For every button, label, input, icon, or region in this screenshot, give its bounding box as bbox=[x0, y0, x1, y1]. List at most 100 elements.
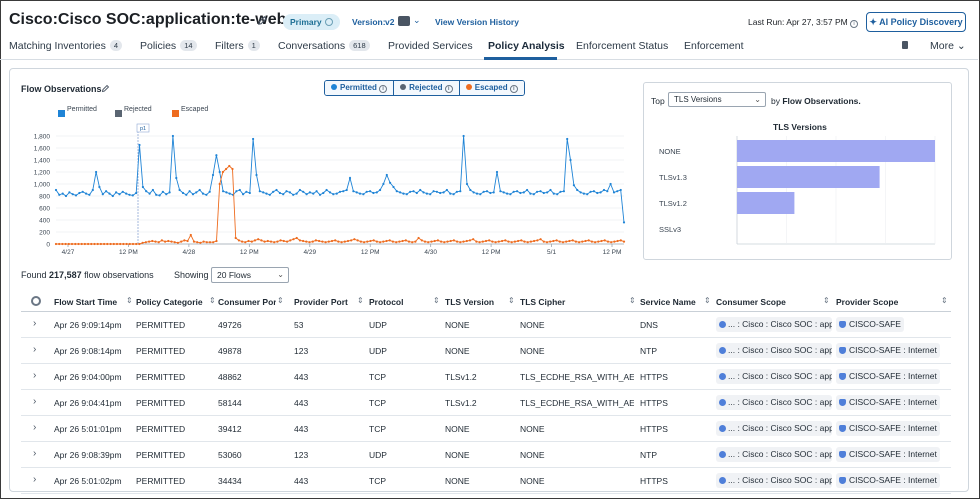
data-point-permitted[interactable] bbox=[131, 194, 134, 197]
data-point-permitted[interactable] bbox=[225, 191, 228, 194]
data-point-escaped[interactable] bbox=[478, 241, 481, 244]
consumer-scope-chip[interactable]: ... : Cisco : Cisco SOC : appl bbox=[716, 473, 832, 488]
data-point-escaped[interactable] bbox=[497, 240, 500, 243]
data-point-escaped[interactable] bbox=[552, 239, 555, 243]
sort-icon[interactable]: ⇕ bbox=[433, 296, 440, 305]
data-point-escaped[interactable] bbox=[391, 240, 394, 243]
data-point-escaped[interactable] bbox=[176, 241, 179, 244]
data-point-permitted[interactable] bbox=[532, 193, 535, 196]
data-point-permitted[interactable] bbox=[312, 192, 315, 195]
data-point-permitted[interactable] bbox=[599, 191, 602, 194]
data-point-permitted[interactable] bbox=[539, 190, 542, 193]
sort-icon[interactable]: ⇕ bbox=[704, 296, 711, 305]
col-tls-cipher[interactable]: TLS Cipher bbox=[520, 297, 566, 307]
data-point-permitted[interactable] bbox=[409, 190, 412, 193]
data-point-escaped[interactable] bbox=[131, 242, 135, 246]
data-point-escaped[interactable] bbox=[221, 170, 224, 174]
chevron-right-icon[interactable]: › bbox=[33, 474, 37, 485]
lock-icon[interactable] bbox=[902, 41, 908, 49]
col-flow-start-time[interactable]: Flow Start Time bbox=[54, 297, 118, 307]
data-point-permitted[interactable] bbox=[201, 192, 205, 195]
data-point-permitted[interactable] bbox=[536, 190, 539, 193]
data-point-permitted[interactable] bbox=[302, 190, 305, 193]
data-point-escaped[interactable] bbox=[606, 240, 610, 243]
data-point-permitted[interactable] bbox=[78, 191, 81, 195]
data-point-escaped[interactable] bbox=[600, 239, 603, 243]
data-point-escaped[interactable] bbox=[218, 182, 221, 186]
data-point-permitted[interactable] bbox=[375, 191, 378, 194]
data-point-permitted[interactable] bbox=[392, 185, 395, 189]
data-point-permitted[interactable] bbox=[586, 193, 589, 196]
info-icon[interactable]: i bbox=[509, 85, 518, 93]
data-point-permitted[interactable] bbox=[369, 190, 372, 193]
data-point-escaped[interactable] bbox=[298, 239, 301, 242]
data-point-escaped[interactable] bbox=[282, 239, 285, 243]
data-point-escaped[interactable] bbox=[330, 239, 334, 243]
data-point-escaped[interactable] bbox=[180, 240, 183, 243]
data-point-permitted[interactable] bbox=[208, 190, 211, 193]
consumer-scope-chip[interactable]: ... : Cisco : Cisco SOC : appl bbox=[716, 421, 832, 436]
data-point-escaped[interactable] bbox=[266, 239, 269, 243]
data-point-permitted[interactable] bbox=[161, 190, 164, 193]
data-point-escaped[interactable] bbox=[584, 239, 587, 243]
bar-tlsv1-2[interactable] bbox=[737, 192, 795, 214]
data-point-escaped[interactable] bbox=[93, 242, 96, 246]
data-point-escaped[interactable] bbox=[427, 241, 430, 244]
table-row[interactable]: › Apr 26 9:08:14pm PERMITTED 49878 123 UDP NON… bbox=[21, 338, 951, 364]
data-point-escaped[interactable] bbox=[510, 241, 513, 244]
data-point-permitted[interactable] bbox=[165, 193, 168, 196]
data-point-permitted[interactable] bbox=[542, 191, 545, 195]
data-point-escaped[interactable] bbox=[395, 241, 398, 244]
data-point-escaped[interactable] bbox=[157, 241, 160, 244]
data-point-permitted[interactable] bbox=[245, 190, 248, 193]
data-point-permitted[interactable] bbox=[372, 191, 375, 195]
data-point-permitted[interactable] bbox=[125, 192, 128, 195]
data-point-escaped[interactable] bbox=[212, 241, 215, 244]
data-point-permitted[interactable] bbox=[425, 192, 428, 195]
data-point-permitted[interactable] bbox=[211, 173, 215, 177]
data-point-escaped[interactable] bbox=[359, 240, 362, 243]
data-point-escaped[interactable] bbox=[411, 241, 414, 244]
data-point-permitted[interactable] bbox=[61, 192, 64, 195]
data-point-escaped[interactable] bbox=[154, 240, 157, 243]
data-point-permitted[interactable] bbox=[442, 191, 445, 194]
col-consumer-scope[interactable]: Consumer Scope bbox=[716, 297, 786, 307]
data-point-permitted[interactable] bbox=[479, 193, 482, 196]
flow-observations-chart[interactable]: 0 200 400 600 800 1,000 1,200 1,400 1,600 1,800 4/… bbox=[28, 123, 628, 260]
data-point-permitted[interactable] bbox=[215, 154, 218, 157]
col-service-name[interactable]: Service Name bbox=[640, 297, 696, 307]
data-point-escaped[interactable] bbox=[561, 241, 565, 244]
data-point-permitted[interactable] bbox=[322, 191, 325, 195]
data-point-permitted[interactable] bbox=[429, 193, 432, 196]
data-point-escaped[interactable] bbox=[253, 239, 257, 242]
table-row[interactable]: › Apr 26 9:09:14pm PERMITTED 49726 53 UDP NONE… bbox=[21, 312, 951, 338]
data-point-escaped[interactable] bbox=[452, 239, 455, 242]
data-point-permitted[interactable] bbox=[569, 158, 572, 162]
data-point-permitted[interactable] bbox=[449, 192, 452, 195]
data-point-escaped[interactable] bbox=[99, 242, 102, 246]
data-point-permitted[interactable] bbox=[462, 134, 465, 138]
data-point-escaped[interactable] bbox=[443, 241, 446, 244]
data-point-escaped[interactable] bbox=[379, 241, 382, 244]
data-point-permitted[interactable] bbox=[526, 188, 529, 192]
data-point-escaped[interactable] bbox=[279, 239, 282, 242]
data-point-escaped[interactable] bbox=[141, 241, 144, 244]
data-point-permitted[interactable] bbox=[91, 188, 94, 192]
data-point-permitted[interactable] bbox=[419, 188, 422, 192]
ai-policy-discovery-button[interactable]: ✦ AI Policy Discovery bbox=[866, 12, 966, 32]
data-point-escaped[interactable] bbox=[417, 236, 420, 240]
version-chip-icon[interactable] bbox=[398, 16, 410, 26]
data-point-permitted[interactable] bbox=[345, 188, 348, 192]
data-point-escaped[interactable] bbox=[327, 240, 330, 243]
data-point-escaped[interactable] bbox=[619, 239, 622, 242]
data-point-escaped[interactable] bbox=[388, 239, 391, 242]
data-point-escaped[interactable] bbox=[183, 239, 186, 242]
sort-icon[interactable]: ⇕ bbox=[508, 296, 515, 305]
data-point-permitted[interactable] bbox=[435, 190, 438, 193]
data-point-escaped[interactable] bbox=[61, 242, 64, 246]
data-point-permitted[interactable] bbox=[68, 191, 71, 194]
data-point-permitted[interactable] bbox=[432, 190, 435, 193]
chevron-right-icon[interactable]: › bbox=[33, 448, 37, 459]
data-point-permitted[interactable] bbox=[318, 193, 322, 196]
data-point-escaped[interactable] bbox=[173, 241, 176, 244]
